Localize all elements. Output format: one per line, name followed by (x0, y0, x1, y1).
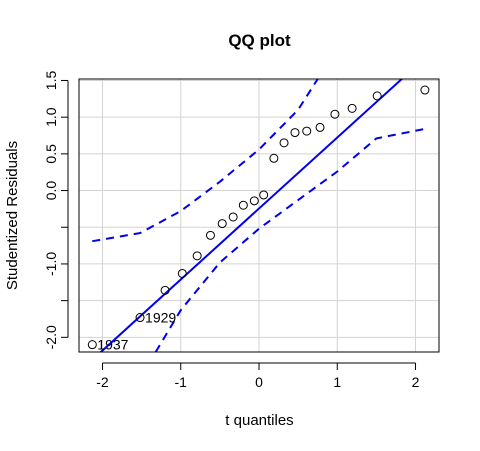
data-point (205, 230, 215, 240)
x-axis-label: t quantiles (225, 412, 293, 429)
y-tick-label: -2.0 (43, 325, 59, 349)
data-point (302, 126, 312, 136)
y-tick-label: 1.5 (43, 71, 59, 91)
data-point (290, 128, 300, 138)
data-point (192, 251, 202, 261)
data-point (228, 212, 238, 222)
x-tick-label: 1 (333, 374, 341, 390)
data-point (269, 153, 279, 163)
data-point (217, 219, 227, 229)
data-point (160, 285, 170, 295)
data-point (238, 200, 248, 210)
point-label: 1929 (145, 310, 176, 326)
grid-lines (79, 79, 439, 352)
data-point (135, 313, 145, 323)
data-point (347, 103, 357, 113)
data-point (279, 138, 289, 148)
data-point (259, 190, 269, 200)
lower-envelope-line (154, 127, 426, 352)
data-point (249, 196, 259, 206)
y-tick-label: -1.0 (43, 252, 59, 276)
x-tick-label: -2 (96, 374, 109, 390)
chart-title: QQ plot (228, 31, 291, 50)
data-point (420, 85, 430, 95)
y-tick-label: 0.0 (43, 181, 59, 201)
data-point (87, 340, 97, 350)
y-axis: -2.0 -1.0 0.0 0.5 1.0 1.5 (43, 71, 69, 349)
point-label: 1937 (97, 337, 128, 353)
data-point (372, 91, 382, 101)
y-tick-label: 1.0 (43, 107, 59, 127)
x-axis: -2 -1 0 1 2 (96, 362, 420, 390)
upper-envelope-line (92, 79, 319, 243)
plot-frame (78, 78, 440, 353)
x-tick-label: -1 (175, 374, 188, 390)
data-point (177, 268, 187, 278)
x-tick-label: 0 (255, 374, 263, 390)
y-axis-label: Studentized Residuals (4, 141, 21, 290)
x-tick-label: 2 (412, 374, 420, 390)
data-point (315, 122, 325, 132)
confidence-envelopes (92, 79, 426, 352)
data-point (330, 109, 340, 119)
y-tick-label: 0.5 (43, 144, 59, 164)
data-points: 1937 1929 (87, 85, 430, 353)
